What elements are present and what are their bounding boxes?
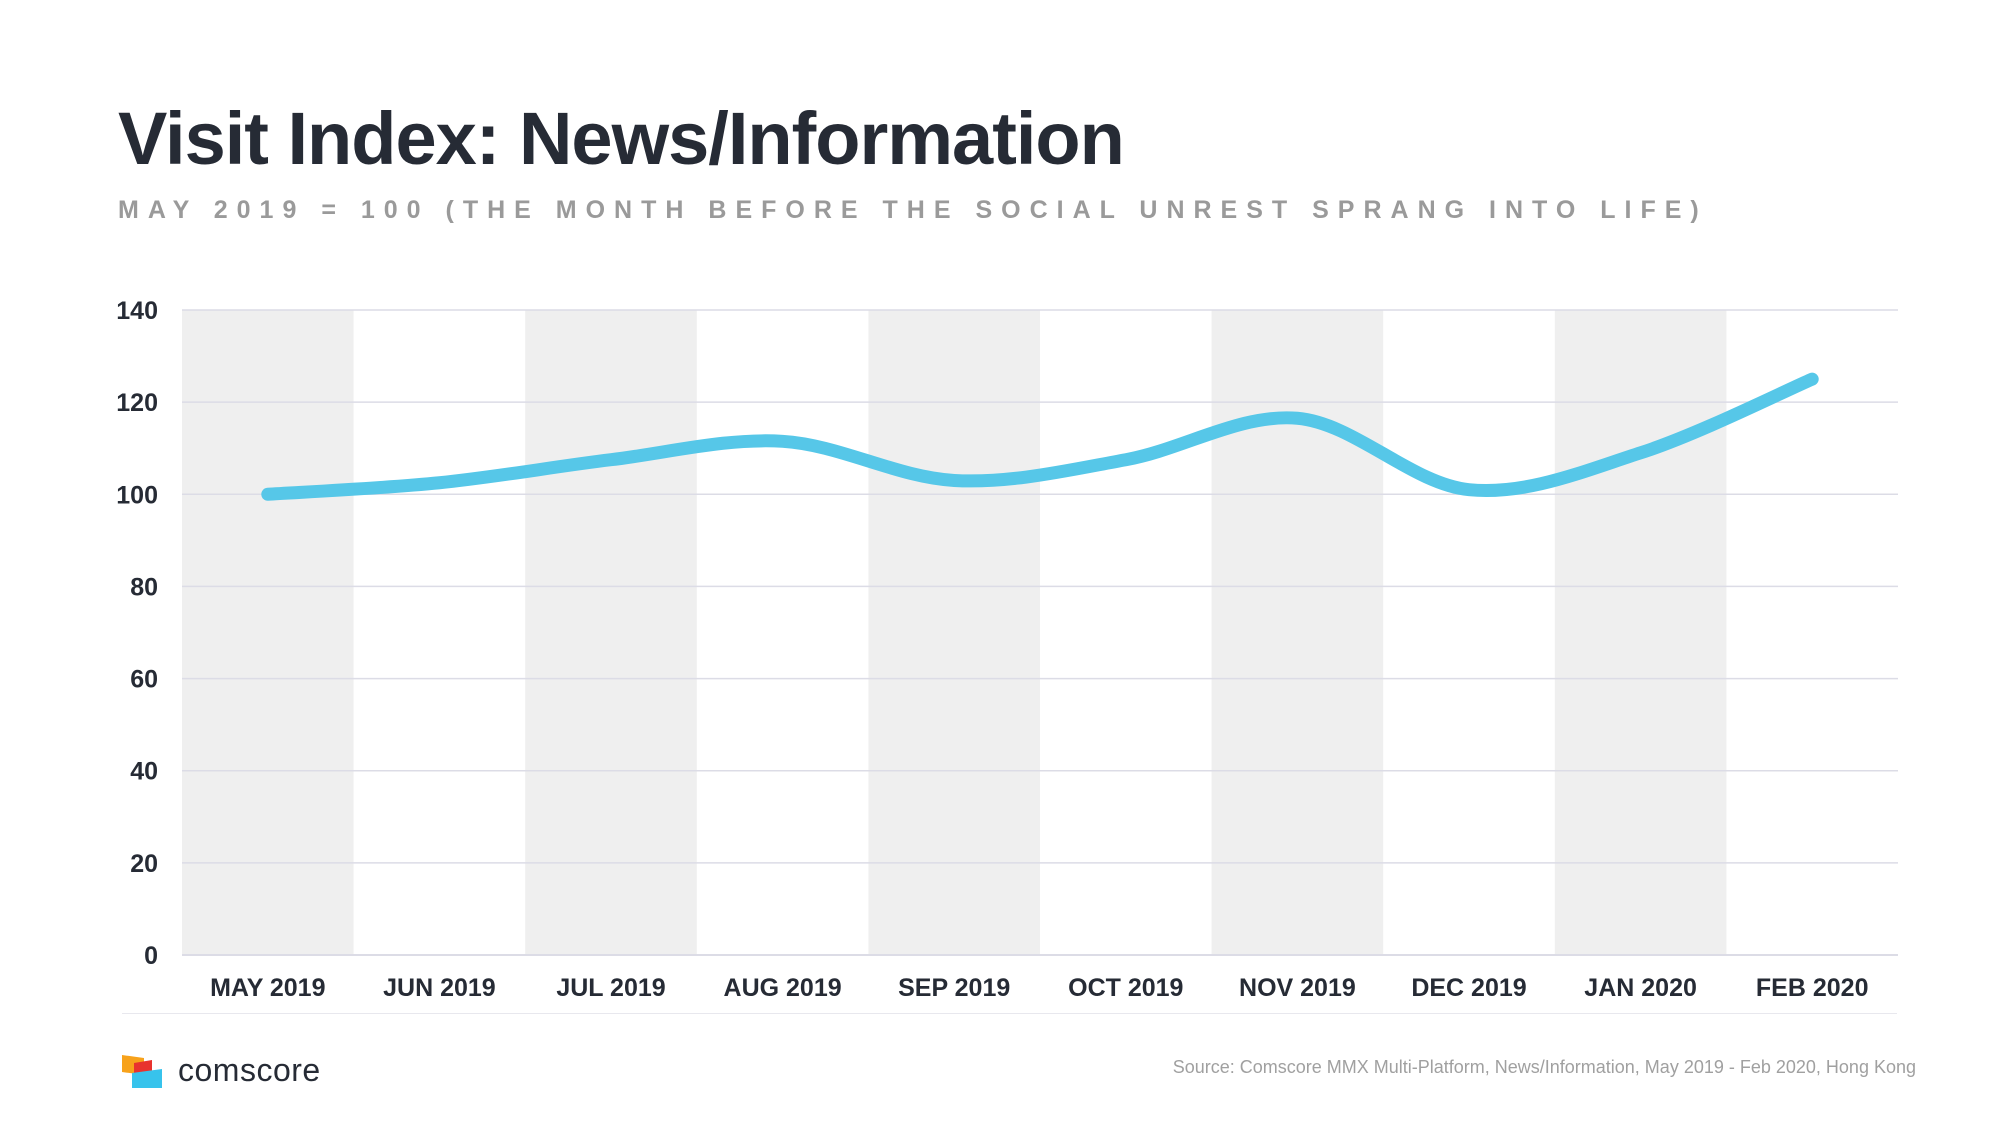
brand-name: comscore (178, 1052, 321, 1088)
y-tick-label: 80 (130, 573, 158, 601)
series-layer (261, 372, 1819, 501)
x-tick-label: JAN 2020 (1584, 974, 1697, 1002)
y-tick-label: 0 (144, 942, 158, 970)
x-tick-label: SEP 2019 (898, 974, 1010, 1002)
x-tick-label: JUN 2019 (383, 974, 496, 1002)
y-tick-label: 100 (116, 481, 158, 509)
gridlines (182, 309, 1898, 956)
source-note: Source: Comscore MMX Multi-Platform, New… (1172, 1057, 1916, 1077)
x-tick-label: MAY 2019 (210, 974, 325, 1002)
x-tick-label: JUL 2019 (556, 974, 665, 1002)
y-tick-label: 140 (116, 297, 158, 325)
x-tick-label: DEC 2019 (1411, 974, 1526, 1002)
x-tick-label: NOV 2019 (1239, 974, 1356, 1002)
category-band (525, 310, 697, 955)
x-axis-ticks: MAY 2019 JUN 2019 JUL 2019 AUG 2019 SEP 2019… (210, 974, 1868, 1002)
category-bands (182, 310, 1727, 955)
category-band (1211, 310, 1384, 955)
category-band (182, 310, 354, 955)
series-line (261, 372, 1819, 501)
category-band (868, 310, 1040, 955)
y-tick-label: 20 (130, 850, 158, 878)
chart-title: Visit Index: News/Information (118, 97, 1125, 180)
y-tick-label: 60 (130, 666, 158, 694)
y-axis-ticks: 0 20 40 60 80 100 120 140 (116, 297, 158, 970)
x-tick-label: AUG 2019 (724, 974, 842, 1002)
chart-subtitle: MAY 2019 = 100 (THE MONTH BEFORE THE SOC… (118, 196, 1708, 224)
category-band (1554, 310, 1727, 955)
x-tick-label: OCT 2019 (1068, 974, 1183, 1002)
y-tick-label: 40 (130, 758, 158, 786)
comscore-logo-icon (122, 1055, 162, 1088)
y-tick-label: 120 (116, 389, 158, 417)
footer-divider (122, 1013, 1897, 1014)
x-tick-label: FEB 2020 (1756, 974, 1869, 1002)
